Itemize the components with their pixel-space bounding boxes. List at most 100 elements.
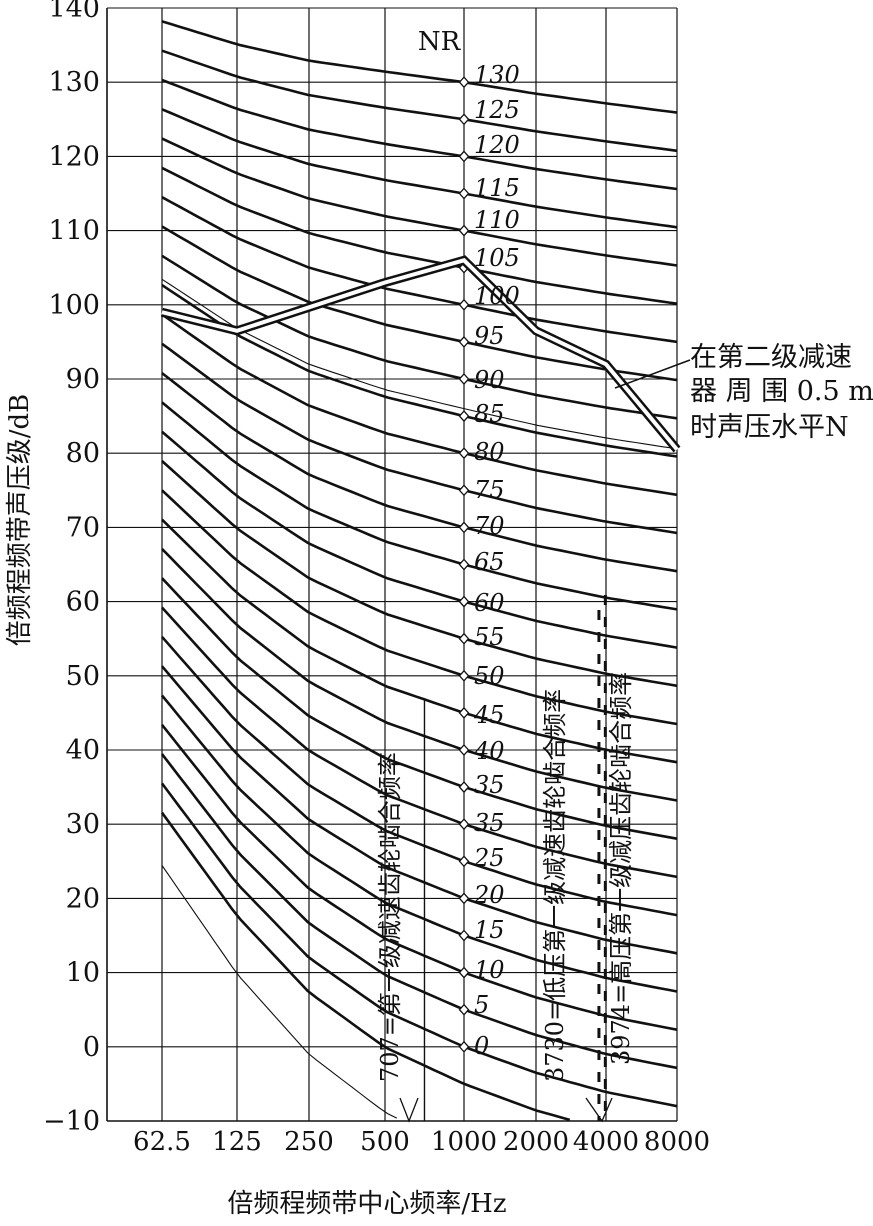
nr-curve [161, 137, 678, 267]
x-tick-label: 125 [212, 1127, 262, 1157]
y-tick-label: −10 [43, 1106, 100, 1137]
nr-diamond-marker [458, 1040, 470, 1053]
y-tick-label: 110 [48, 216, 100, 247]
nr-curve [161, 460, 678, 688]
nr-value-label: 100 [474, 282, 520, 310]
nr-curve [161, 865, 398, 1119]
nr-value-label: 5 [474, 991, 489, 1019]
nr-curve [161, 49, 678, 153]
y-tick-label: 40 [66, 735, 100, 766]
nr-value-label: 120 [474, 131, 520, 159]
y-tick-label: 80 [66, 438, 100, 469]
nr-curve [161, 254, 678, 420]
nr-curve [161, 225, 678, 382]
nr-value-label: 55 [474, 623, 505, 651]
legend-leader [614, 359, 691, 389]
nr-curve [161, 430, 678, 649]
nr-value-label: 90 [474, 366, 505, 394]
y-tick-label: 0 [83, 1032, 100, 1063]
y-tick-label: 70 [66, 512, 100, 543]
nr-diamond-marker [458, 447, 470, 460]
nr-value-label: 40 [473, 737, 505, 765]
nr-diamond-marker [458, 187, 470, 200]
nr-value-label: 25 [473, 844, 505, 872]
x-tick-label: 4000 [573, 1127, 639, 1157]
nr-curve [160, 753, 678, 1070]
nr-diamond-marker [458, 410, 470, 423]
nr-value-label: 125 [474, 96, 520, 124]
nr-diamond-marker [458, 1003, 470, 1016]
frequency-marker-label: 3730=低压第一级减速齿轮啮合频率 [541, 689, 569, 1082]
nr-diamond-marker [458, 855, 470, 868]
y-tick-label: 90 [66, 364, 100, 395]
series-line-outer [160, 255, 681, 453]
x-tick-label: 2000 [503, 1127, 569, 1157]
nr-curve [161, 489, 678, 726]
nr-diamond-marker [458, 818, 470, 831]
chart-labels: 1401301201101009080706050403020100−1062.… [43, 0, 873, 1157]
y-tick-label: 30 [66, 809, 100, 840]
nr-value-label: 85 [474, 400, 505, 428]
legend-text: 时声压水平N [690, 412, 849, 443]
nr-diamond-marker [458, 595, 470, 608]
nr-value-label: 65 [474, 548, 505, 576]
legend-text: 器 周 围 0.5 m [690, 376, 873, 407]
nr-curves-label: NR [418, 27, 462, 57]
x-tick-label: 250 [284, 1127, 334, 1157]
nr-value-label: 130 [474, 61, 520, 89]
x-tick-label: 1000 [431, 1127, 497, 1157]
marker-leader [585, 1097, 613, 1123]
nr-diamond-marker [458, 892, 470, 905]
nr-diamond-marker [458, 744, 470, 756]
nr-diamond-marker [458, 373, 470, 385]
nr-diamond-marker [458, 632, 470, 645]
nr-value-label: 45 [473, 701, 505, 729]
nr-diamond-marker [458, 113, 470, 126]
nr-diamond-marker [458, 298, 470, 311]
nr-value-label: 110 [474, 206, 520, 234]
y-tick-label: 130 [48, 67, 100, 98]
nr-curve [161, 547, 678, 802]
nr-curve [161, 372, 678, 573]
nr-diamond-marker [458, 335, 470, 348]
nr-curve [161, 20, 678, 114]
nr-value-label: 60 [474, 589, 505, 617]
nr-value-label: 75 [474, 476, 505, 504]
nr-curves [160, 20, 678, 1122]
y-tick-label: 60 [66, 587, 100, 618]
grid-lines [106, 7, 678, 1122]
nr-value-label: 115 [474, 174, 520, 202]
frequency-markers [399, 595, 613, 1123]
y-axis-label: 倍频程频带声压级/dB [5, 394, 35, 647]
nr-diamond-marker [458, 76, 470, 89]
y-tick-label: 10 [66, 958, 100, 989]
nr-value-label: 35 [474, 809, 505, 837]
y-tick-label: 140 [48, 0, 100, 24]
nr-curve [161, 313, 678, 497]
measured-series [160, 255, 691, 453]
nr-diamond-marker [458, 966, 470, 979]
nr-curve [160, 811, 571, 1122]
marker-leader [399, 1097, 419, 1123]
nr-diamond-marker [458, 706, 470, 719]
frequency-marker-label: 3974=高压第一级减压齿轮啮合频率 [607, 672, 635, 1065]
nr-diamond-marker [458, 224, 470, 237]
nr-curve [161, 284, 678, 458]
frequency-marker-label: 707=第一级减速齿轮啮合频率 [376, 752, 404, 1082]
nr-curve [161, 342, 678, 535]
x-tick-label: 500 [360, 1127, 410, 1157]
y-tick-label: 20 [66, 883, 100, 914]
nr-diamond-marker [458, 521, 470, 534]
x-axis-label: 倍频程频带中心频率/Hz [227, 1189, 506, 1219]
legend-text: 在第二级减速 [690, 342, 852, 373]
y-tick-label: 50 [66, 661, 100, 692]
nr-curve [161, 401, 678, 611]
nr-value-label: 95 [474, 322, 505, 350]
nr-value-label: 70 [474, 512, 505, 540]
y-tick-label: 120 [48, 141, 100, 172]
nr-value-label: 20 [473, 881, 505, 909]
nr-value-label: 10 [474, 956, 505, 984]
nr-diamond-marker [458, 669, 470, 682]
series-line-inner [161, 258, 679, 451]
